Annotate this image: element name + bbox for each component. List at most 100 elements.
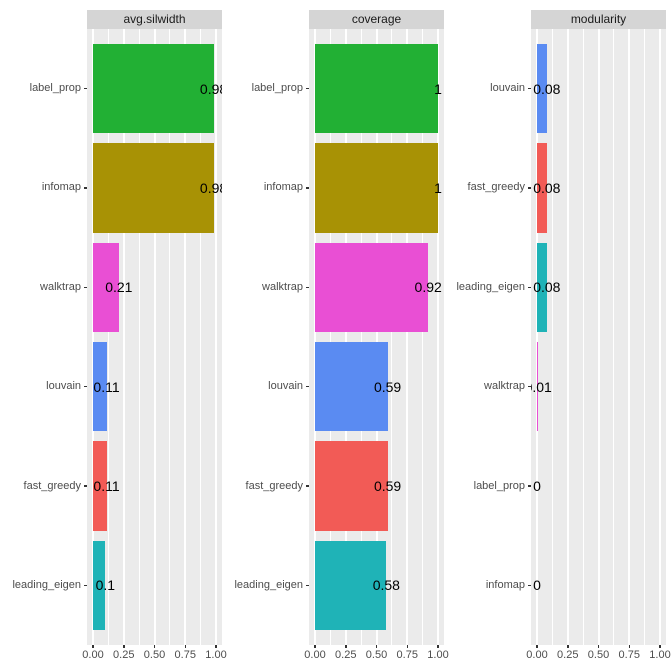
x-tick-label: 0.00 — [526, 649, 548, 661]
bar-value-label: 0.92 — [414, 279, 442, 296]
facet-strip-modularity: modularity — [531, 10, 666, 29]
facet-strip-avg.silwidth: avg.silwidth — [87, 10, 222, 29]
bar-louvain — [315, 341, 388, 432]
y-category-label-label_prop: label_prop — [473, 479, 525, 492]
x-tick-mark — [184, 645, 186, 648]
gridline-minor — [391, 29, 393, 645]
x-tick-label: 0.75 — [618, 649, 640, 661]
bar-leading_eigen — [537, 242, 547, 332]
bar-leading_eigen — [93, 540, 106, 631]
bar-leading_eigen — [315, 540, 387, 631]
bar-value-label: 0.59 — [373, 478, 402, 494]
y-category-label-fast_greedy: fast_greedy — [467, 181, 525, 194]
bar-label_prop — [315, 43, 438, 134]
gridline-major — [92, 29, 94, 645]
bar-value-label: 0.58 — [372, 577, 400, 594]
bar-value-label: 0.08 — [533, 80, 561, 97]
x-tick-mark — [536, 645, 538, 648]
gridline-minor — [422, 29, 424, 645]
x-tick-label: 0.50 — [365, 649, 388, 661]
gridline-minor — [644, 29, 646, 645]
facet-strip-label: modularity — [570, 12, 627, 26]
x-tick-label: 0.50 — [587, 649, 610, 661]
x-tick-label: 0.25 — [335, 649, 357, 661]
bar-value-label: 0.11 — [93, 478, 120, 494]
x-tick-mark — [153, 645, 156, 648]
gridline-minor — [169, 29, 171, 645]
y-tick-mark — [84, 87, 87, 90]
y-category-label-walktrap: walktrap — [262, 280, 303, 293]
gridline-minor — [551, 29, 553, 645]
gridline-major — [184, 29, 187, 645]
x-tick-label: 1.00 — [649, 649, 671, 661]
bar-value-label: 0.98 — [199, 80, 222, 97]
y-tick-mark — [528, 584, 531, 587]
y-tick-mark — [528, 385, 531, 388]
bar-fast_greedy — [537, 143, 547, 233]
y-category-label-leading_eigen: leading_eigen — [12, 578, 81, 591]
gridline-major — [215, 29, 217, 645]
gridline-major — [122, 29, 125, 645]
bar-fast_greedy — [315, 441, 388, 531]
bar-infomap — [315, 143, 438, 233]
y-tick-mark — [306, 485, 309, 487]
bar-fast_greedy — [93, 441, 107, 531]
gridline-major — [437, 29, 439, 645]
x-tick-mark — [567, 645, 569, 648]
y-category-label-fast_greedy: fast_greedy — [245, 479, 303, 492]
x-tick-mark — [597, 645, 600, 648]
bar-walktrap — [315, 242, 429, 332]
bar-walktrap — [93, 242, 119, 332]
facet-panel-coverage: 1 1 0.92 0.59 0.59 0.58 — [309, 29, 444, 645]
bar-louvain — [537, 43, 547, 134]
bar-value-label: 0.59 — [373, 378, 402, 395]
x-tick-mark — [215, 645, 217, 648]
x-tick-label: 1.00 — [205, 649, 227, 661]
y-tick-mark — [306, 385, 309, 388]
y-tick-mark — [528, 286, 531, 289]
y-category-label-louvain: louvain — [490, 82, 525, 95]
y-tick-mark — [306, 286, 309, 289]
bar-value-label: 0.98 — [199, 179, 222, 196]
y-category-label-label_prop: label_prop — [251, 82, 303, 95]
gridline-major — [153, 29, 156, 645]
x-tick-mark — [659, 645, 661, 648]
x-tick-label: 0.75 — [174, 649, 196, 661]
bar-value-label: 0.01 — [531, 378, 552, 395]
gridline-minor — [107, 29, 109, 645]
y-tick-mark — [306, 87, 309, 90]
y-category-label-infomap: infomap — [263, 181, 303, 194]
y-category-label-infomap: infomap — [41, 181, 81, 194]
x-tick-mark — [92, 645, 94, 648]
facet-strip-label: avg.silwidth — [123, 12, 186, 26]
bar-value-label: 0.21 — [105, 279, 133, 296]
gridline-major — [597, 29, 600, 645]
gridline-minor — [582, 29, 584, 645]
gridline-major — [566, 29, 569, 645]
y-tick-mark — [84, 584, 87, 587]
bar-value-label: 0.1 — [95, 577, 116, 594]
bar-louvain — [93, 341, 107, 432]
gridline-minor — [329, 29, 331, 645]
y-category-label-walktrap: walktrap — [484, 380, 525, 393]
facet-strip-coverage: coverage — [309, 10, 444, 29]
y-tick-mark — [84, 385, 87, 388]
y-tick-mark — [84, 485, 87, 487]
bar-value-label: 0.08 — [533, 279, 561, 296]
gridline-major — [314, 29, 316, 645]
y-category-label-leading_eigen: leading_eigen — [234, 578, 303, 591]
gridline-major — [375, 29, 378, 645]
y-tick-mark — [528, 87, 531, 90]
y-tick-mark — [84, 187, 87, 189]
y-tick-mark — [306, 187, 309, 189]
x-tick-mark — [375, 645, 378, 648]
x-tick-mark — [345, 645, 347, 648]
y-tick-mark — [528, 187, 531, 189]
bar-walktrap — [537, 341, 539, 432]
y-category-label-louvain: louvain — [268, 380, 303, 393]
gridline-minor — [138, 29, 140, 645]
gridline-minor — [613, 29, 615, 645]
y-tick-mark — [306, 584, 309, 587]
x-tick-mark — [437, 645, 439, 648]
